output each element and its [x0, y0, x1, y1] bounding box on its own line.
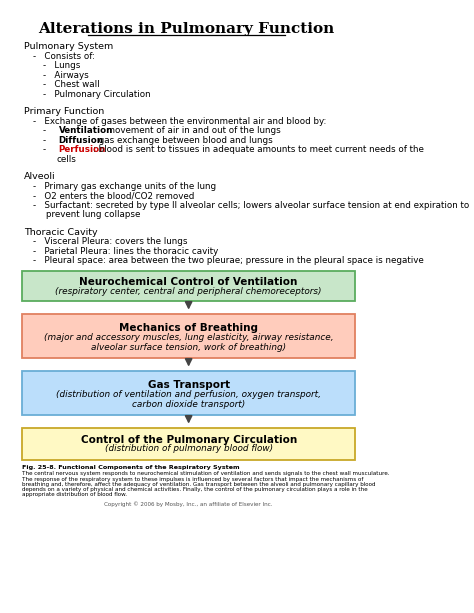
- Text: Primary Function: Primary Function: [24, 107, 104, 116]
- Text: : movement of air in and out of the lungs: : movement of air in and out of the lung…: [101, 126, 281, 135]
- Text: -   Airways: - Airways: [43, 70, 89, 80]
- Text: Thoracic Cavity: Thoracic Cavity: [24, 227, 97, 237]
- FancyBboxPatch shape: [22, 313, 355, 357]
- Text: : gas exchange between blood and lungs: : gas exchange between blood and lungs: [93, 135, 273, 145]
- Text: prevent lung collapse: prevent lung collapse: [46, 210, 141, 219]
- Text: The response of the respiratory system to these impulses is influenced by severa: The response of the respiratory system t…: [22, 477, 364, 482]
- Text: Control of the Pulmonary Circulation: Control of the Pulmonary Circulation: [81, 435, 297, 444]
- Text: The central nervous system responds to neurochemical stimulation of ventilation : The central nervous system responds to n…: [22, 471, 390, 476]
- Text: -: -: [43, 126, 55, 135]
- FancyBboxPatch shape: [22, 427, 355, 460]
- Text: Alveoli: Alveoli: [24, 172, 55, 181]
- FancyBboxPatch shape: [22, 370, 355, 414]
- Text: -   Pleural space: area between the two pleurae; pressure in the pleural space i: - Pleural space: area between the two pl…: [33, 256, 424, 265]
- Text: Alterations in Pulmonary Function: Alterations in Pulmonary Function: [38, 22, 334, 36]
- FancyBboxPatch shape: [22, 270, 355, 300]
- Text: Ventilation: Ventilation: [59, 126, 113, 135]
- Text: appropriate distribution of blood flow.: appropriate distribution of blood flow.: [22, 492, 127, 497]
- Text: Gas Transport: Gas Transport: [147, 380, 230, 390]
- Text: -: -: [43, 145, 55, 154]
- Text: Fig. 25-8. Functional Components of the Respiratory System: Fig. 25-8. Functional Components of the …: [22, 465, 240, 471]
- Text: Mechanics of Breathing: Mechanics of Breathing: [119, 323, 258, 333]
- Text: -: -: [43, 135, 55, 145]
- Text: -   Lungs: - Lungs: [43, 61, 81, 70]
- Text: Copyright © 2006 by Mosby, Inc., an affiliate of Elsevier Inc.: Copyright © 2006 by Mosby, Inc., an affi…: [104, 501, 273, 507]
- Text: breathing and, therefore, affect the adequacy of ventilation. Gas transport betw: breathing and, therefore, affect the ade…: [22, 482, 375, 487]
- Text: -   Chest wall: - Chest wall: [43, 80, 100, 89]
- Text: : blood is sent to tissues in adequate amounts to meet current needs of the: : blood is sent to tissues in adequate a…: [93, 145, 424, 154]
- Text: Perfusion: Perfusion: [59, 145, 106, 154]
- Text: (distribution of ventilation and perfusion, oxygen transport,
carbon dioxide tra: (distribution of ventilation and perfusi…: [56, 390, 321, 409]
- Text: -   O2 enters the blood/CO2 removed: - O2 enters the blood/CO2 removed: [33, 191, 194, 200]
- Text: -   Consists of:: - Consists of:: [33, 51, 95, 61]
- Text: -   Visceral Pleura: covers the lungs: - Visceral Pleura: covers the lungs: [33, 237, 188, 246]
- Text: (respiratory center, central and peripheral chemoreceptors): (respiratory center, central and periphe…: [55, 287, 322, 295]
- Text: -   Surfactant: secreted by type II alveolar cells; lowers alveolar surface tens: - Surfactant: secreted by type II alveol…: [33, 200, 469, 210]
- Text: (major and accessory muscles, lung elasticity, airway resistance,
alveolar surfa: (major and accessory muscles, lung elast…: [44, 333, 333, 352]
- Text: -   Parietal Pleura: lines the thoracic cavity: - Parietal Pleura: lines the thoracic ca…: [33, 246, 218, 256]
- Text: Neurochemical Control of Ventilation: Neurochemical Control of Ventilation: [80, 277, 298, 287]
- Text: -   Exchange of gases between the environmental air and blood by:: - Exchange of gases between the environm…: [33, 116, 327, 126]
- Text: cells: cells: [56, 154, 76, 164]
- Text: depends on a variety of physical and chemical activities. Finally, the control o: depends on a variety of physical and che…: [22, 487, 368, 492]
- Text: -   Primary gas exchange units of the lung: - Primary gas exchange units of the lung: [33, 181, 216, 191]
- Text: -   Pulmonary Circulation: - Pulmonary Circulation: [43, 89, 151, 99]
- Text: Diffusion: Diffusion: [59, 135, 104, 145]
- Text: (distribution of pulmonary blood flow): (distribution of pulmonary blood flow): [105, 444, 273, 453]
- Text: Pulmonary System: Pulmonary System: [24, 42, 113, 51]
